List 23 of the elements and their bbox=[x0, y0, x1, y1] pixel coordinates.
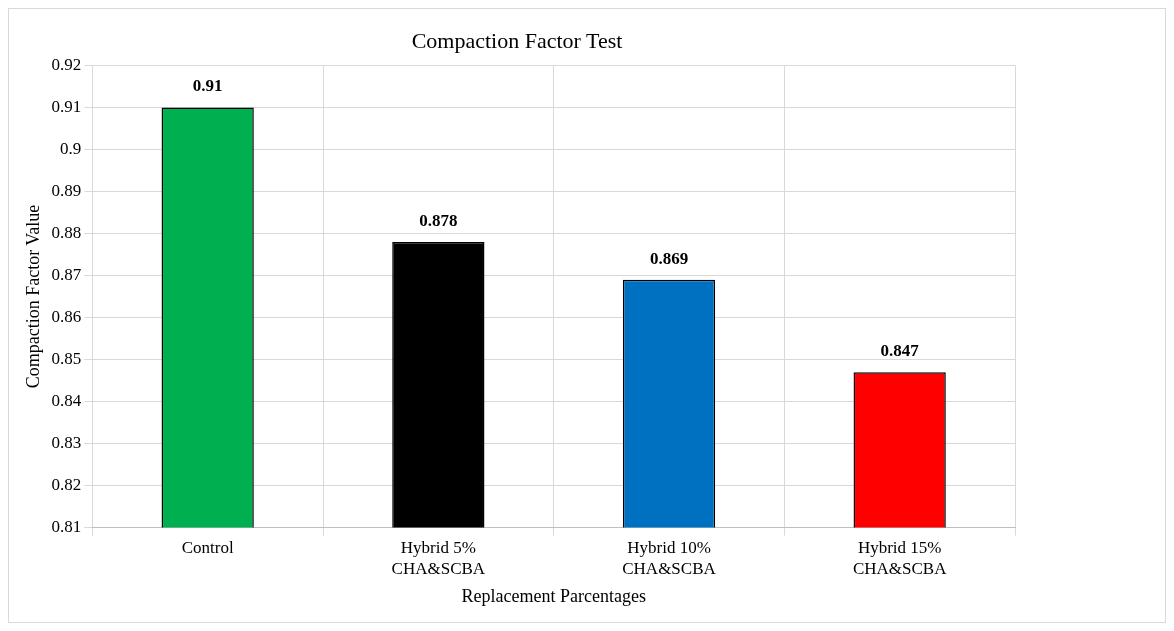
y-tick-label: 0.89 bbox=[51, 180, 82, 200]
y-axis-title: Compaction Factor Value bbox=[22, 204, 43, 389]
y-tick-label: 0.91 bbox=[51, 96, 82, 116]
y-tick-label: 0.85 bbox=[51, 349, 82, 368]
y-tick-label: 0.88 bbox=[51, 222, 82, 242]
y-tick-label: 0.9 bbox=[60, 138, 82, 158]
chart-title: Compaction Factor Test bbox=[411, 27, 623, 53]
y-tick-label: 0.86 bbox=[51, 306, 82, 326]
y-tick-label: 0.81 bbox=[51, 517, 82, 537]
x-tick-label: Hybrid 10% CHA&SCBA bbox=[622, 538, 717, 578]
x-tick-label: Hybrid 15% CHA&SCBA bbox=[852, 538, 948, 578]
x-axis-title: Replacement Parcentages bbox=[461, 585, 646, 606]
y-tick-label: 0.82 bbox=[51, 475, 82, 495]
data-label: 0.878 bbox=[419, 210, 458, 230]
y-tick-label: 0.92 bbox=[51, 54, 82, 74]
data-label: 0.869 bbox=[649, 248, 689, 268]
data-label: 0.91 bbox=[192, 76, 223, 96]
x-tick-label: Hybrid 5% CHA&SCBA bbox=[391, 538, 486, 578]
data-label: 0.847 bbox=[880, 341, 920, 361]
y-tick-label: 0.84 bbox=[51, 391, 82, 411]
x-tick-label: Control bbox=[181, 538, 234, 558]
y-tick-label: 0.83 bbox=[51, 433, 82, 453]
y-tick-label: 0.87 bbox=[51, 264, 82, 284]
